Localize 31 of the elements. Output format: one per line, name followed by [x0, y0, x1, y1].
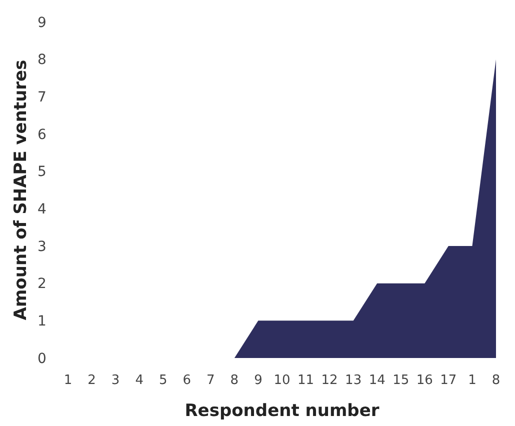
y-tick-label: 0 — [38, 350, 46, 367]
x-tick-label: 5 — [158, 373, 168, 388]
x-tick-label: 1 — [468, 373, 476, 388]
y-tick-label: 3 — [38, 238, 46, 255]
x-tick-label: 6 — [182, 373, 192, 388]
x-tick-label: 14 — [368, 373, 386, 388]
y-tick-label: 6 — [38, 126, 47, 143]
x-tick-label: 12 — [321, 373, 338, 388]
x-tick-label: 7 — [206, 373, 215, 388]
x-tick-label: 4 — [135, 373, 144, 388]
y-tick-label: 5 — [38, 164, 46, 180]
x-tick-label: 10 — [274, 373, 290, 388]
x-tick-label: 11 — [298, 373, 314, 388]
y-tick-label: 7 — [38, 90, 46, 106]
y-tick-label: 2 — [38, 276, 46, 292]
x-tick-label: 15 — [392, 373, 410, 388]
x-tick-label: 17 — [440, 373, 457, 388]
x-tick-label: 1 — [64, 373, 72, 388]
y-tick-label: 9 — [38, 14, 46, 31]
x-tick-label: 16 — [416, 373, 433, 388]
x-tick-label: 3 — [111, 373, 120, 388]
x-tick-label: 13 — [345, 373, 362, 388]
x-tick-label: 8 — [492, 373, 500, 388]
x-axis-title: Respondent number — [184, 401, 380, 421]
x-tick-label: 8 — [230, 373, 239, 388]
x-tick-label: 9 — [254, 373, 262, 388]
x-tick-label: 2 — [88, 373, 96, 388]
y-tick-label: 1 — [38, 314, 46, 330]
y-tick-label: 4 — [38, 202, 47, 218]
y-axis-title: Amount of SHAPE ventures — [10, 60, 31, 320]
y-tick-label: 8 — [38, 52, 46, 68]
